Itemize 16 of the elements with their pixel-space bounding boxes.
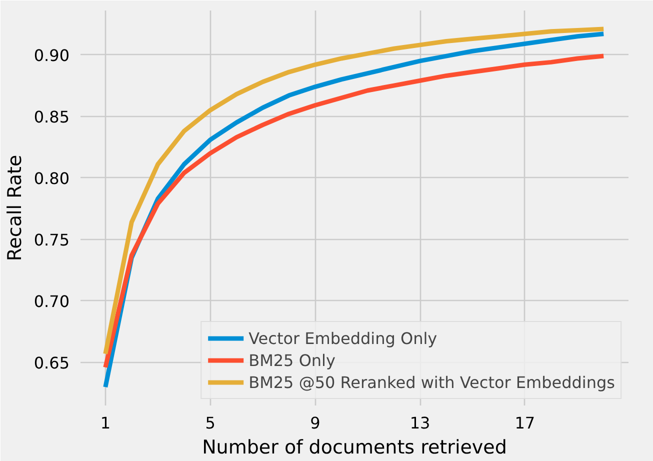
y-tick-label: 0.80 (34, 168, 70, 188)
x-tick-label: 9 (310, 414, 320, 432)
x-tick-label: 13 (410, 414, 430, 432)
y-tick-label: 0.90 (34, 46, 70, 65)
legend-label: BM25 Only (248, 350, 336, 370)
legend-label: BM25 @50 Reranked with Vector Embeddings (248, 372, 615, 392)
y-tick-label: 0.75 (34, 230, 70, 250)
y-tick-label: 0.70 (34, 292, 70, 311)
x-tick-label: 1 (100, 414, 111, 432)
y-axis-title: Recall Rate (4, 154, 26, 262)
x-tick-label: 5 (205, 414, 216, 432)
x-axis-title: Number of documents retrieved (202, 436, 507, 458)
x-tick-label: 17 (514, 414, 536, 432)
legend-label: Vector Embedding Only (248, 328, 438, 348)
y-tick-label: 0.65 (34, 353, 70, 372)
y-tick-label: 0.85 (34, 107, 70, 126)
